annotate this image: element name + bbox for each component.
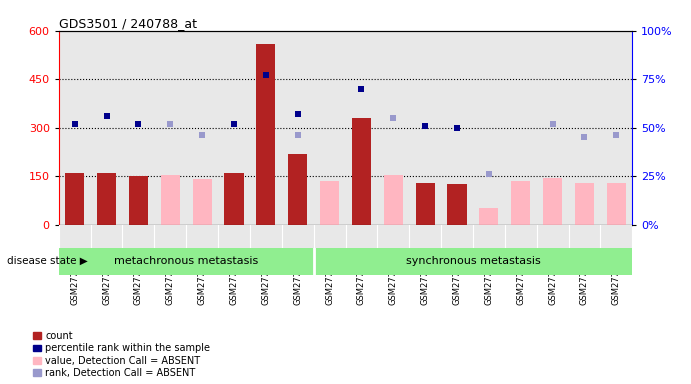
Bar xyxy=(256,44,276,225)
Bar xyxy=(288,154,307,225)
Bar xyxy=(59,248,314,275)
Bar xyxy=(448,184,466,225)
Bar xyxy=(225,173,243,225)
Bar xyxy=(97,173,116,225)
Bar xyxy=(415,183,435,225)
Bar xyxy=(352,118,371,225)
Bar xyxy=(607,183,626,225)
Bar xyxy=(480,209,498,225)
Bar xyxy=(161,175,180,225)
Text: GDS3501 / 240788_at: GDS3501 / 240788_at xyxy=(59,17,197,30)
Bar xyxy=(314,248,632,275)
Legend: count, percentile rank within the sample, value, Detection Call = ABSENT, rank, : count, percentile rank within the sample… xyxy=(32,330,211,379)
Bar xyxy=(543,178,562,225)
Bar xyxy=(384,175,403,225)
Bar xyxy=(129,176,148,225)
Bar xyxy=(193,179,211,225)
Text: metachronous metastasis: metachronous metastasis xyxy=(114,256,258,266)
Bar xyxy=(511,181,530,225)
Bar xyxy=(320,181,339,225)
Text: synchronous metastasis: synchronous metastasis xyxy=(406,256,540,266)
Text: disease state ▶: disease state ▶ xyxy=(7,256,88,266)
Bar xyxy=(575,183,594,225)
Bar xyxy=(65,173,84,225)
